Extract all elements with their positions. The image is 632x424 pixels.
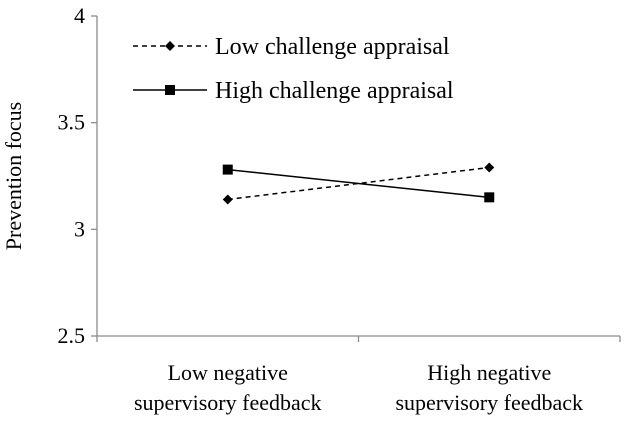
x-tick-label: Low negative supervisory feedback [134,360,322,415]
series-line [227,168,490,199]
data-point [222,164,233,175]
y-tick-label: 3 [74,216,85,241]
legend-marker [165,85,175,95]
series-0 [222,162,495,205]
y-tick-label: 3.5 [58,110,86,135]
chart-series [222,162,495,205]
y-axis-label: Prevention focus [1,102,26,250]
chart-axes [96,16,620,337]
chart-legend: Low challenge appraisal High challenge ap… [133,34,454,104]
legend-label: High challenge appraisal [215,78,454,104]
y-tick-label: 4 [74,3,85,28]
legend-marker [165,41,175,51]
data-point [484,192,495,203]
data-point [484,162,495,173]
series-line [227,166,490,201]
data-point [222,194,233,205]
series-1 [222,164,495,203]
x-axis-ticks: Low negative supervisory feedback High neg… [96,336,621,415]
y-axis-ticks: 2.5 3 3.5 4 [58,3,97,348]
y-tick-label: 2.5 [58,323,86,348]
x-tick-label: High negative supervisory feedback [395,360,583,415]
legend-label: Low challenge appraisal [215,34,450,60]
